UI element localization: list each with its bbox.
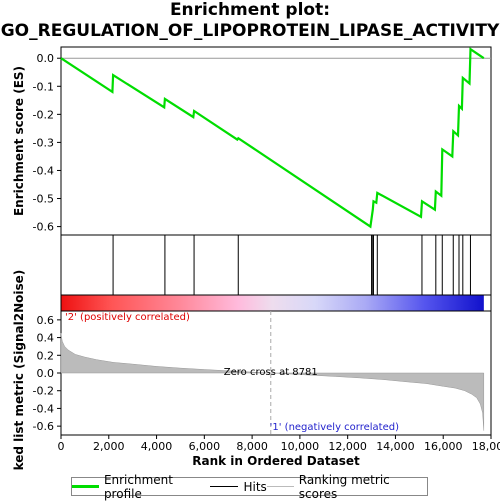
x-axis: 0 2,000 4,000 6,000 8,000 10,000 12,000 14,000 1… bbox=[58, 435, 500, 468]
xtick-label: 4,000 bbox=[141, 440, 173, 453]
xtick-label: 0 bbox=[58, 440, 65, 453]
xtick-label: 16,000 bbox=[424, 440, 463, 453]
zero-cross-label: Zero cross at 8781 bbox=[224, 367, 318, 378]
es-panel: 0.0 -0.1 -0.2 -0.3 -0.4 -0.5 -0.6 Enrichment sc… bbox=[12, 47, 491, 235]
es-ytick-label: -0.1 bbox=[33, 80, 54, 93]
es-ytick-label: 0.0 bbox=[37, 52, 55, 65]
legend-swatch-ranking-metric-scores bbox=[267, 486, 294, 487]
legend-item-hits: Hits bbox=[210, 480, 266, 494]
xtick-label: 8,000 bbox=[236, 440, 268, 453]
es-ytick-label: -0.4 bbox=[33, 164, 54, 177]
xtick-label: 6,000 bbox=[189, 440, 221, 453]
positive-correlation-label: '2' (positively correlated) bbox=[65, 312, 190, 323]
legend: Enrichment profile Hits Ranking metric s… bbox=[71, 477, 428, 496]
es-ytick-label: -0.5 bbox=[33, 193, 54, 206]
ranking-metric-area bbox=[61, 333, 484, 431]
negative-correlation-label: '1' (negatively correlated) bbox=[270, 422, 399, 433]
legend-label-hits: Hits bbox=[243, 480, 266, 494]
xtick-label: 14,000 bbox=[376, 440, 415, 453]
metric-ytick-label: 0.2 bbox=[37, 349, 55, 362]
hits-panel bbox=[61, 235, 491, 295]
hits-frame bbox=[61, 235, 491, 295]
ranking-color-bar bbox=[61, 295, 491, 311]
es-frame bbox=[61, 47, 491, 235]
legend-label-ranking-metric-scores: Ranking metric scores bbox=[299, 473, 427, 501]
enrichment-chart: 0.0 -0.1 -0.2 -0.3 -0.4 -0.5 -0.6 Enrichment sc… bbox=[0, 0, 500, 470]
x-axis-label: Rank in Ordered Dataset bbox=[192, 454, 360, 468]
es-ylabel: Enrichment score (ES) bbox=[12, 66, 26, 216]
metric-ytick-label: 0.6 bbox=[37, 314, 55, 327]
metric-ytick-label: 0.0 bbox=[37, 367, 55, 380]
metric-ytick-label: -0.6 bbox=[33, 420, 54, 433]
legend-swatch-enrichment-profile bbox=[72, 485, 99, 488]
es-ytick-label: -0.3 bbox=[33, 136, 54, 149]
legend-item-ranking-metric-scores: Ranking metric scores bbox=[267, 473, 427, 501]
es-ytick-label: -0.6 bbox=[33, 221, 54, 234]
xtick-label: 18,000 bbox=[472, 440, 500, 453]
legend-swatch-hits bbox=[210, 486, 238, 487]
xtick-label: 2,000 bbox=[93, 440, 125, 453]
enrichment-profile-line bbox=[61, 49, 484, 226]
metric-ytick-label: -0.2 bbox=[33, 385, 54, 398]
xtick-label: 12,000 bbox=[328, 440, 367, 453]
ranking-gradient bbox=[61, 295, 484, 311]
xtick-label: 10,000 bbox=[281, 440, 320, 453]
metric-ytick-label: -0.4 bbox=[33, 402, 54, 415]
metric-ytick-label: 0.4 bbox=[37, 332, 55, 345]
legend-item-enrichment-profile: Enrichment profile bbox=[72, 473, 210, 501]
es-ytick-label: -0.2 bbox=[33, 108, 54, 121]
metric-ylabel: Ranked list metric (Signal2Noise) bbox=[12, 270, 26, 470]
legend-label-enrichment-profile: Enrichment profile bbox=[104, 473, 211, 501]
